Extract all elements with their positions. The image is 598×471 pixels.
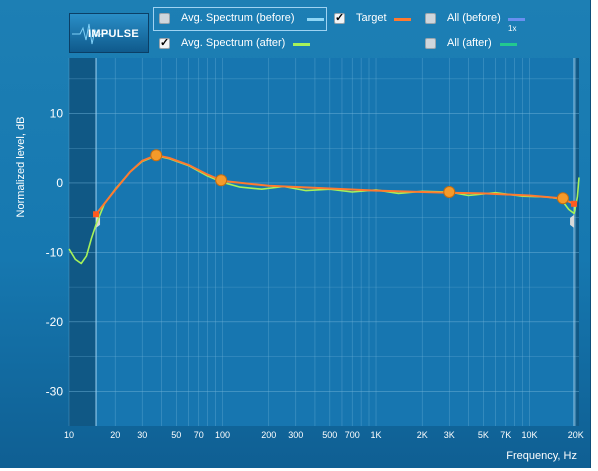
legend-label: All (after) [447,37,492,49]
impulse-button[interactable]: IMPULSE [69,13,149,53]
y-tick-label: 10 [50,107,64,121]
x-tick-label: 20 [110,430,120,440]
x-tick-label: 30 [137,430,147,440]
legend-swatch [307,18,324,21]
x-axis-title: Frequency, Hz [506,450,577,462]
checkbox-target[interactable]: ✓ [334,12,345,24]
x-tick-label: 700 [345,430,360,440]
x-tick-label: 20K [568,430,584,440]
legend-item-all-after[interactable]: All (after) [425,37,535,53]
x-tick-label: 10K [522,430,538,440]
x-tick-label: 3K [444,430,455,440]
legend-label: Avg. Spectrum (before) [181,12,295,24]
x-tick-label: 100 [215,430,230,440]
eq-control-point [150,149,163,162]
zoom-badge: 1x [508,24,517,33]
legend-swatch [508,18,525,21]
waveform-icon [72,23,110,45]
range-handle-high [570,214,575,228]
x-tick-label: 500 [322,430,337,440]
y-axis-title: Normalized level, dB [15,117,27,218]
legend-swatch [394,18,411,21]
x-tick-label: 200 [261,430,276,440]
legend-label: All (before) [447,12,501,24]
y-tick-label: -10 [46,245,64,259]
x-tick-label: 70 [194,430,204,440]
x-tick-label: 5K [478,430,489,440]
target-endpoint [571,200,578,207]
low-cut-zone [69,58,97,426]
x-tick-label: 300 [288,430,303,440]
checkbox-all-after[interactable] [425,38,436,49]
legend-item-avg-before[interactable]: Avg. Spectrum (before) [159,12,324,28]
legend-item-avg-after[interactable]: ✓ Avg. Spectrum (after) [159,37,319,53]
impulse-label: IMPULSE [88,28,139,40]
checkbox-avg-after[interactable]: ✓ [159,37,170,49]
checkbox-all-before[interactable] [425,13,436,24]
eq-control-point [443,186,456,199]
legend-swatch [293,43,310,46]
target-endpoint [93,211,100,218]
window-edge [591,0,598,471]
x-tick-label: 10 [64,430,74,440]
x-tick-label: 1K [371,430,382,440]
y-tick-label: -20 [46,315,64,329]
x-tick-label: 2K [417,430,428,440]
legend-item-target[interactable]: ✓ Target [334,12,414,28]
x-tick-label: 50 [171,430,181,440]
high-cut-zone [574,58,579,426]
legend-swatch [500,43,517,46]
legend-label: Avg. Spectrum (after) [181,37,286,49]
target-curve [95,154,575,215]
legend-highlight [153,7,327,31]
eq-control-point [215,174,228,187]
x-tick-label: 7K [500,430,511,440]
y-tick-label: 0 [56,176,63,190]
y-tick-label: -30 [46,384,64,398]
legend-item-all-before[interactable]: All (before) [425,12,535,28]
plot-area [69,58,579,426]
checkbox-avg-before[interactable] [159,13,170,24]
eq-control-point [556,192,569,205]
legend-label: Target [356,12,387,24]
